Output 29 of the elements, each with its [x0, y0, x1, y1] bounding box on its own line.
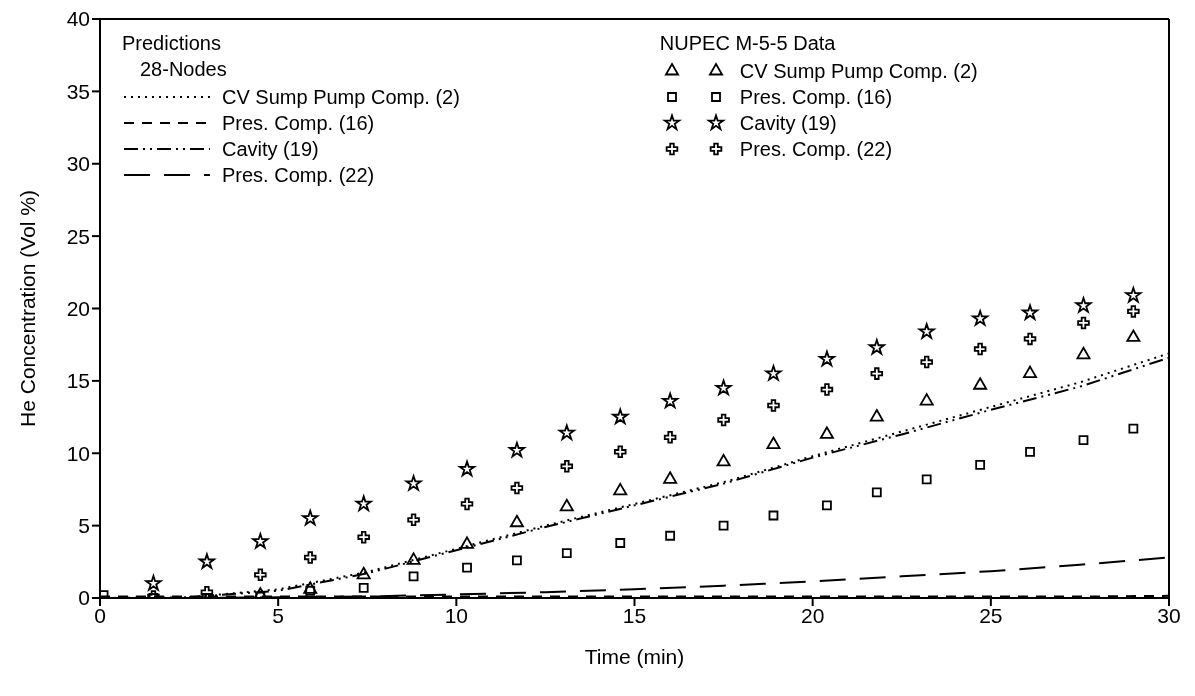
y-tick-label: 35 [66, 79, 90, 103]
y-tick-label: 10 [66, 441, 90, 465]
x-tick-label: 15 [622, 603, 647, 627]
legend-label: Cavity (19) [222, 137, 319, 161]
y-axis-title: He Concentration (Vol %) [16, 190, 40, 427]
legend-label: Cavity (19) [739, 111, 837, 135]
x-tick-label: 5 [272, 603, 285, 627]
legend-label: CV Sump Pump Comp. (2) [739, 59, 978, 83]
annotation: Predictions [122, 32, 222, 56]
x-tick-label: 0 [94, 603, 106, 627]
y-tick-label: 40 [66, 7, 90, 31]
x-tick-label: 25 [979, 603, 1003, 627]
x-tick-label: 30 [1157, 603, 1181, 627]
y-tick-label: 5 [78, 514, 90, 538]
y-tick-label: 0 [78, 586, 90, 610]
y-tick-label: 30 [66, 152, 90, 176]
y-tick-label: 25 [66, 224, 90, 248]
legend-label: CV Sump Pump Comp. (2) [222, 85, 460, 109]
y-tick-label: 15 [66, 369, 90, 393]
annotation: 28-Nodes [139, 58, 228, 82]
annotation: NUPEC M-5-5 Data [659, 32, 837, 56]
legend-label: Pres. Comp. (16) [739, 85, 893, 109]
y-tick-label: 20 [66, 296, 90, 320]
x-axis-title: Time (min) [584, 645, 685, 668]
legend-label: Pres. Comp. (22) [739, 137, 893, 161]
x-tick-label: 10 [444, 603, 469, 627]
legend-label: Pres. Comp. (22) [222, 163, 375, 187]
legend-label: Pres. Comp. (16) [222, 111, 375, 135]
x-tick-label: 20 [800, 603, 825, 627]
